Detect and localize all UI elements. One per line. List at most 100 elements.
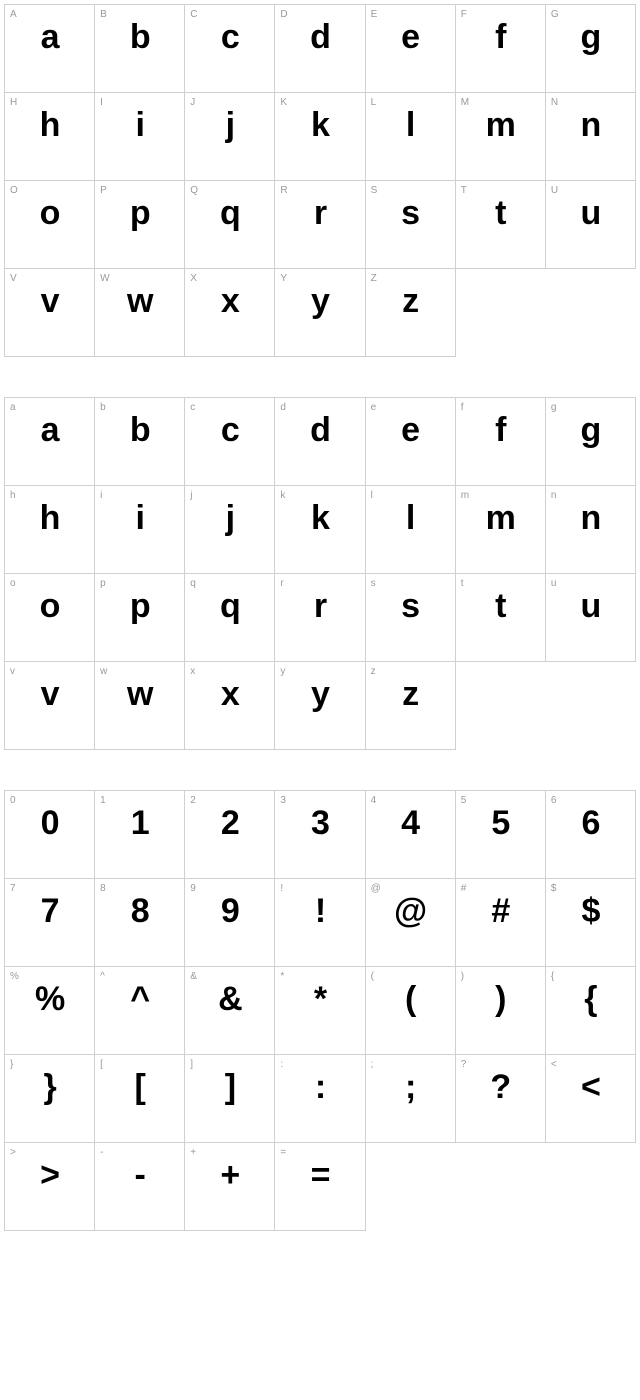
glyph-cell[interactable]: ?? xyxy=(456,1055,546,1143)
glyph-cell[interactable]: qq xyxy=(185,574,275,662)
glyph-cell[interactable]: %% xyxy=(5,967,95,1055)
glyph-cell[interactable]: mm xyxy=(456,486,546,574)
glyph-cell[interactable]: Rr xyxy=(275,181,365,269)
glyph-cell[interactable]: Mm xyxy=(456,93,546,181)
glyph-cell[interactable]: Ee xyxy=(366,5,456,93)
glyph-cell[interactable]: ++ xyxy=(185,1143,275,1231)
glyph-display: g xyxy=(546,412,635,449)
glyph-cell[interactable]: xx xyxy=(185,662,275,750)
glyph-cell[interactable]: dd xyxy=(275,398,365,486)
glyph-cell[interactable]: ## xyxy=(456,879,546,967)
glyph-cell[interactable]: jj xyxy=(185,486,275,574)
glyph-display: ; xyxy=(366,1069,455,1106)
glyph-cell[interactable]: ee xyxy=(366,398,456,486)
glyph-cell[interactable]: Nn xyxy=(546,93,636,181)
glyph-cell[interactable]: nn xyxy=(546,486,636,574)
glyph-cell[interactable]: 77 xyxy=(5,879,95,967)
glyph-cell[interactable]: Gg xyxy=(546,5,636,93)
glyph-display: i xyxy=(95,107,184,144)
glyph-cell[interactable]: && xyxy=(185,967,275,1055)
glyph-cell[interactable]: Yy xyxy=(275,269,365,357)
glyph-display: [ xyxy=(95,1069,184,1106)
glyph-display: q xyxy=(185,588,274,625)
glyph-cell[interactable]: 00 xyxy=(5,791,95,879)
glyph-cell[interactable]: (( xyxy=(366,967,456,1055)
glyph-cell[interactable]: bb xyxy=(95,398,185,486)
glyph-cell[interactable]: 11 xyxy=(95,791,185,879)
glyph-cell[interactable]: 33 xyxy=(275,791,365,879)
glyph-cell[interactable]: ff xyxy=(456,398,546,486)
glyph-cell[interactable]: Xx xyxy=(185,269,275,357)
glyph-cell[interactable]: 66 xyxy=(546,791,636,879)
glyph-cell[interactable]: rr xyxy=(275,574,365,662)
glyph-cell[interactable]: cc xyxy=(185,398,275,486)
glyph-cell[interactable]: Vv xyxy=(5,269,95,357)
glyph-cell[interactable]: == xyxy=(275,1143,365,1231)
glyph-cell[interactable]: ;; xyxy=(366,1055,456,1143)
glyph-cell[interactable]: @@ xyxy=(366,879,456,967)
glyph-cell[interactable]: !! xyxy=(275,879,365,967)
glyph-cell[interactable]: Qq xyxy=(185,181,275,269)
glyph-display: 8 xyxy=(95,893,184,930)
glyph-display: ] xyxy=(185,1069,274,1106)
glyph-cell[interactable]: yy xyxy=(275,662,365,750)
glyph-cell[interactable]: Kk xyxy=(275,93,365,181)
glyph-display: k xyxy=(275,107,364,144)
glyph-cell[interactable]: gg xyxy=(546,398,636,486)
glyph-cell[interactable]: hh xyxy=(5,486,95,574)
glyph-cell[interactable]: Ll xyxy=(366,93,456,181)
glyph-cell[interactable]: }} xyxy=(5,1055,95,1143)
glyph-cell[interactable]: Tt xyxy=(456,181,546,269)
character-map-container: AaBbCcDdEeFfGg HhIiJjKkLlMmNn OoPpQqRrSsTt… xyxy=(0,0,640,1275)
glyph-cell[interactable]: ww xyxy=(95,662,185,750)
glyph-cell[interactable]: 88 xyxy=(95,879,185,967)
glyph-cell[interactable]: Jj xyxy=(185,93,275,181)
glyph-cell[interactable]: uu xyxy=(546,574,636,662)
glyph-cell[interactable]: [[ xyxy=(95,1055,185,1143)
glyph-cell[interactable]: Bb xyxy=(95,5,185,93)
glyph-cell[interactable]: Zz xyxy=(366,269,456,357)
glyph-cell[interactable]: ll xyxy=(366,486,456,574)
glyph-cell[interactable]: Ww xyxy=(95,269,185,357)
glyph-cell[interactable]: {{ xyxy=(546,967,636,1055)
glyph-cell[interactable]: ss xyxy=(366,574,456,662)
glyph-cell[interactable]: pp xyxy=(95,574,185,662)
glyph-cell[interactable]: Pp xyxy=(95,181,185,269)
glyph-cell[interactable]: aa xyxy=(5,398,95,486)
glyph-cell[interactable]: Ii xyxy=(95,93,185,181)
glyph-cell[interactable]: 99 xyxy=(185,879,275,967)
glyph-display: l xyxy=(366,500,455,537)
glyph-cell[interactable]: zz xyxy=(366,662,456,750)
glyph-grid-lowercase: aabbccddeeffgg hhiijjkkllmmnn ooppqqrrsstt… xyxy=(4,397,636,750)
glyph-cell[interactable]: $$ xyxy=(546,879,636,967)
glyph-cell[interactable]: Dd xyxy=(275,5,365,93)
glyph-display: c xyxy=(185,19,274,56)
glyph-display: c xyxy=(185,412,274,449)
glyph-display: ^ xyxy=(95,981,184,1018)
glyph-cell[interactable]: Oo xyxy=(5,181,95,269)
glyph-cell[interactable]: 44 xyxy=(366,791,456,879)
glyph-cell[interactable]: Hh xyxy=(5,93,95,181)
glyph-cell[interactable]: ]] xyxy=(185,1055,275,1143)
glyph-cell[interactable]: ii xyxy=(95,486,185,574)
glyph-cell[interactable]: Aa xyxy=(5,5,95,93)
glyph-cell[interactable]: 55 xyxy=(456,791,546,879)
glyph-cell[interactable]: Uu xyxy=(546,181,636,269)
glyph-cell[interactable]: oo xyxy=(5,574,95,662)
glyph-cell[interactable]: :: xyxy=(275,1055,365,1143)
glyph-cell[interactable]: Ss xyxy=(366,181,456,269)
glyph-cell[interactable]: vv xyxy=(5,662,95,750)
glyph-cell[interactable]: 22 xyxy=(185,791,275,879)
glyph-display: u xyxy=(546,588,635,625)
glyph-cell[interactable]: )) xyxy=(456,967,546,1055)
glyph-cell[interactable]: ^^ xyxy=(95,967,185,1055)
glyph-cell[interactable]: ** xyxy=(275,967,365,1055)
glyph-cell[interactable]: tt xyxy=(456,574,546,662)
glyph-cell[interactable]: kk xyxy=(275,486,365,574)
glyph-cell[interactable]: -- xyxy=(95,1143,185,1231)
glyph-cell[interactable]: Ff xyxy=(456,5,546,93)
glyph-cell[interactable]: << xyxy=(546,1055,636,1143)
glyph-display: j xyxy=(185,500,274,537)
glyph-cell[interactable]: Cc xyxy=(185,5,275,93)
glyph-cell[interactable]: >> xyxy=(5,1143,95,1231)
